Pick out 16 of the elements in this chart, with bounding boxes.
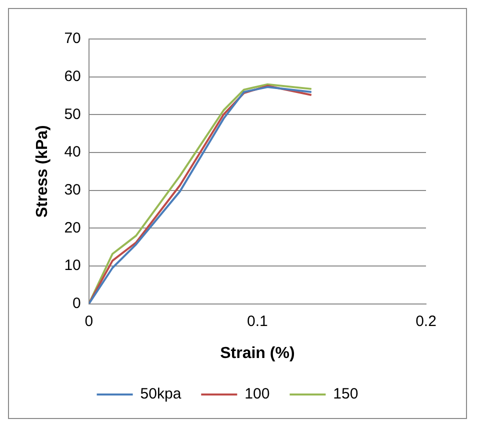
x-axis-title: Strain (%)	[220, 344, 295, 362]
y-tick-label: 40	[64, 144, 81, 161]
y-tick-label: 60	[64, 68, 81, 85]
y-tick-label: 50	[64, 106, 81, 123]
y-tick-label: 10	[64, 257, 81, 274]
y-tick-label: 20	[64, 219, 81, 236]
legend-label: 150	[333, 386, 358, 403]
y-tick-label: 70	[64, 30, 81, 48]
x-tick-label: 0.2	[416, 312, 436, 330]
x-tick-label: 0	[84, 312, 94, 330]
y-tick-label: 30	[64, 181, 81, 198]
x-tick-label: 0.1	[247, 312, 268, 330]
legend-label: 50kpa	[140, 386, 182, 403]
y-tick-label: 0	[72, 294, 81, 312]
legend-label: 100	[244, 386, 270, 403]
y-axis-title: Stress (kPa)	[34, 125, 52, 218]
